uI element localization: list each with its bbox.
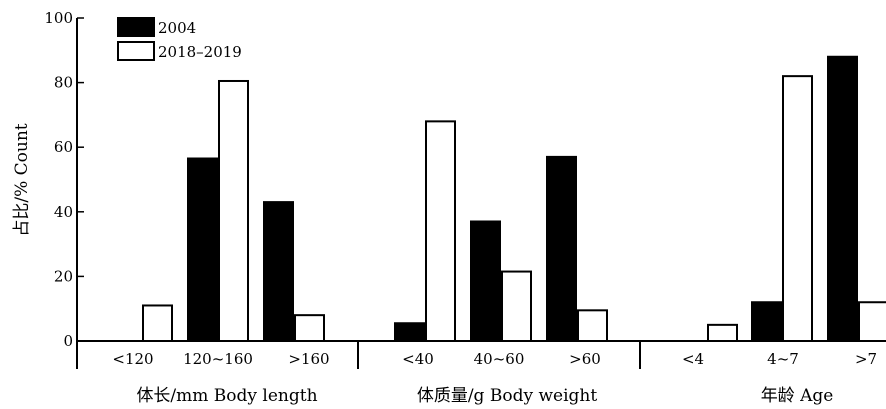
y-tick-label: 100 — [44, 9, 73, 27]
group-label: 年龄 Age — [761, 386, 834, 406]
bars — [142, 55, 886, 343]
x-tick-label: 120~160 — [183, 350, 253, 368]
bar-2004 — [263, 201, 294, 342]
x-tick-label: >7 — [855, 350, 877, 368]
bar-2018-2019 — [707, 323, 738, 343]
x-tick-label: >160 — [288, 350, 329, 368]
y-tick-label: 40 — [54, 203, 73, 221]
bar-2004 — [546, 155, 577, 342]
bar-2018-2019 — [218, 79, 249, 343]
y-axis-label: 占比/% Count — [12, 123, 32, 236]
x-tick-label: 4~7 — [767, 350, 799, 368]
x-tick-label: <4 — [682, 350, 704, 368]
bar-2004 — [751, 301, 782, 342]
y-axis: 0 20 40 60 80 100 — [44, 9, 84, 350]
x-tick-label: <120 — [112, 350, 153, 368]
y-tick-label: 20 — [54, 267, 73, 285]
bar-2004 — [394, 322, 425, 342]
bar-2004 — [470, 220, 501, 343]
bar-2018-2019 — [501, 270, 532, 342]
x-tick-label: <40 — [402, 350, 434, 368]
legend-label: 2004 — [158, 19, 196, 37]
y-tick-label: 60 — [54, 138, 73, 156]
bar-2004 — [827, 55, 858, 342]
y-tick-label: 80 — [54, 74, 73, 92]
x-axis: <120 120~160 >160 体长/mm Body length <40 40~60… — [76, 340, 886, 406]
bar-2018-2019 — [142, 304, 173, 342]
bar-2018-2019 — [858, 301, 886, 342]
bar-2018-2019 — [577, 309, 608, 343]
group-label: 体质量/g Body weight — [417, 386, 598, 406]
x-tick-label: 40~60 — [474, 350, 525, 368]
legend-swatch — [117, 41, 155, 61]
bar-2018-2019 — [294, 314, 325, 343]
legend: 2004 2018–2019 — [117, 17, 242, 61]
y-tick-label: 0 — [63, 332, 73, 350]
legend-label: 2018–2019 — [158, 43, 242, 61]
x-tick-label: >60 — [569, 350, 601, 368]
group-label: 体长/mm Body length — [136, 386, 317, 406]
legend-swatch — [117, 17, 155, 37]
bar-2004 — [187, 157, 218, 342]
bar-2018-2019 — [782, 75, 813, 342]
bar-2018-2019 — [425, 120, 456, 342]
